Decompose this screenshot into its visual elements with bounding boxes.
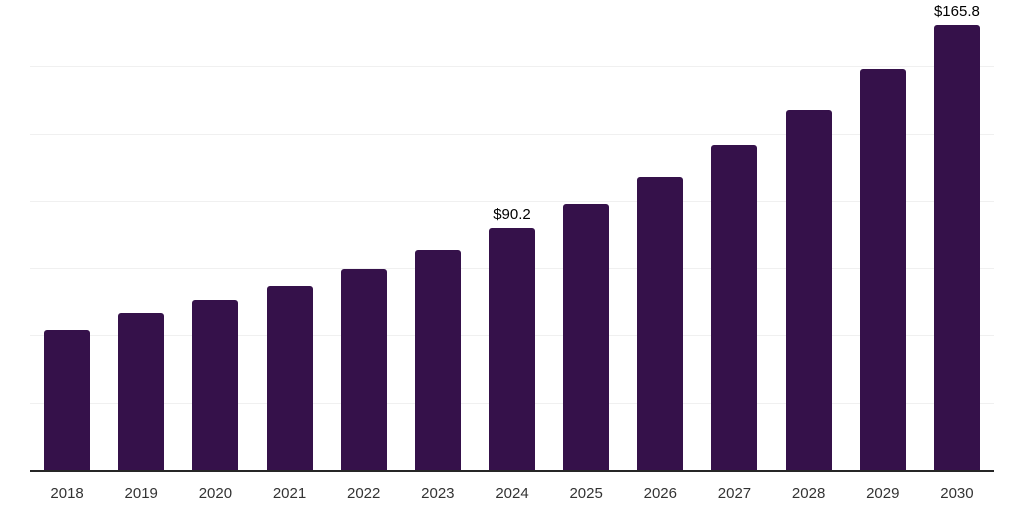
- bar: [266, 286, 313, 471]
- x-axis-labels: 2018 2019 2020 2021 2022 2023 2024 2025 2026 2027…: [30, 485, 994, 505]
- x-tick-label: 2025: [569, 485, 603, 502]
- x-tick-label: 2027: [717, 485, 752, 502]
- plot-area: $90.2 $165.8: [30, 0, 994, 471]
- x-tick-label: 2023: [421, 485, 455, 502]
- x-axis-line: [30, 470, 994, 472]
- x-tick-label: 2019: [124, 485, 158, 502]
- bar: [859, 69, 906, 471]
- x-tick-label: 2030: [940, 485, 974, 502]
- x-tick-label: 2026: [643, 485, 677, 502]
- x-tick-label: 2029: [866, 485, 900, 502]
- bar: [118, 313, 165, 471]
- gridline: [30, 133, 994, 135]
- gridline: [30, 66, 994, 68]
- gridline: [30, 200, 994, 202]
- x-tick-label: 2022: [347, 485, 381, 502]
- bar: [785, 110, 832, 471]
- bar: [192, 300, 239, 471]
- bar: [711, 145, 758, 471]
- x-tick-label: 2024: [495, 485, 529, 502]
- bar: [489, 228, 535, 471]
- x-tick-label: 2021: [272, 485, 307, 502]
- bar-value-label: $90.2: [493, 206, 531, 224]
- bar: [637, 177, 684, 471]
- bar: [414, 250, 461, 471]
- x-tick-label: 2028: [791, 485, 826, 502]
- bar: [933, 24, 980, 471]
- x-tick-label: 2020: [198, 485, 233, 502]
- bar: [44, 329, 91, 471]
- x-tick-label: 2018: [50, 485, 84, 502]
- bar: [563, 204, 610, 471]
- bar-value-label: $165.8: [933, 2, 980, 20]
- bar: [340, 269, 387, 471]
